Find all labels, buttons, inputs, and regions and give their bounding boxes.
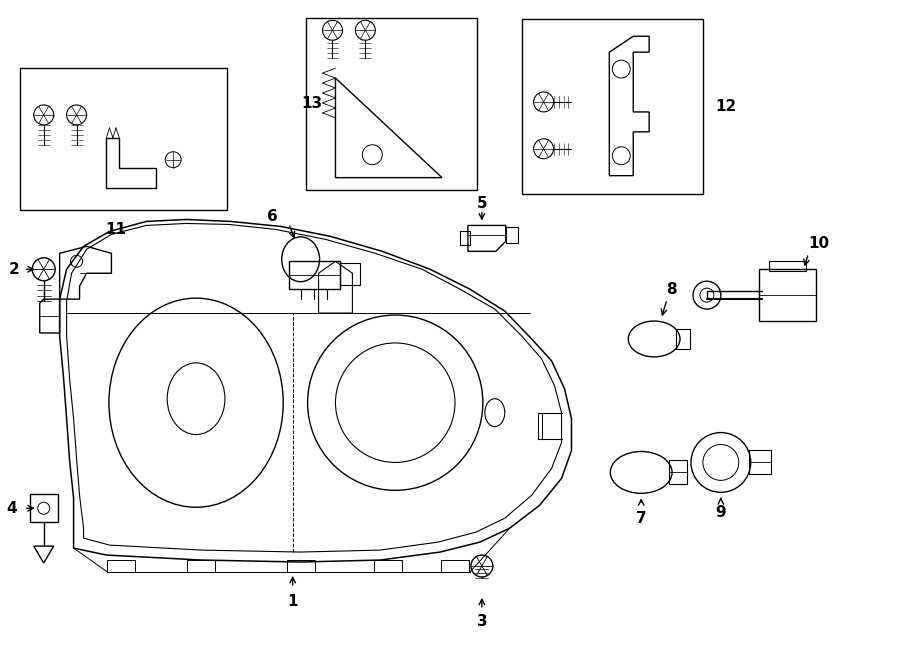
Bar — [20, 68, 227, 210]
Text: 8: 8 — [666, 282, 677, 297]
Bar — [749, 451, 770, 475]
Text: 13: 13 — [302, 97, 322, 112]
Bar — [30, 494, 58, 522]
Text: 4: 4 — [6, 501, 17, 516]
Text: 9: 9 — [716, 505, 726, 520]
Text: 11: 11 — [105, 222, 126, 237]
Bar — [289, 261, 340, 289]
Text: 1: 1 — [287, 594, 298, 609]
Text: 10: 10 — [808, 236, 829, 251]
Bar — [287, 560, 315, 572]
Bar — [187, 560, 215, 572]
Bar — [669, 461, 687, 485]
Bar — [460, 231, 470, 245]
Bar — [769, 261, 806, 271]
Text: 7: 7 — [636, 511, 646, 525]
Bar — [506, 227, 518, 243]
Bar — [340, 263, 360, 285]
Text: 2: 2 — [8, 262, 19, 277]
Bar — [374, 560, 402, 572]
Bar — [522, 19, 703, 194]
Bar — [537, 412, 542, 438]
Bar — [107, 560, 135, 572]
Text: 6: 6 — [267, 209, 278, 224]
Bar — [759, 269, 816, 321]
Text: 5: 5 — [477, 196, 487, 211]
Text: 12: 12 — [715, 99, 736, 114]
Text: 3: 3 — [477, 614, 487, 629]
Bar — [676, 329, 690, 349]
Bar — [441, 560, 469, 572]
Bar — [306, 19, 477, 190]
